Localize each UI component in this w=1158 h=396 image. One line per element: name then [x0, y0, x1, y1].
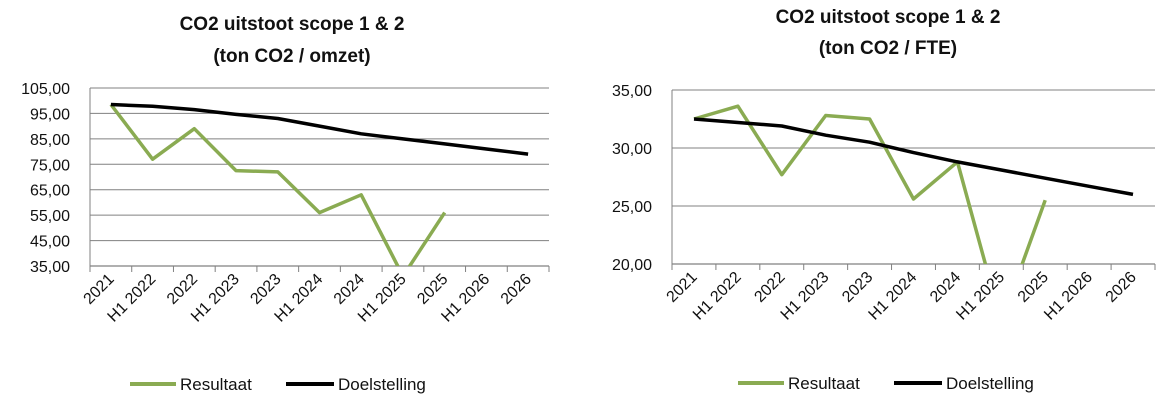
chart-fte-x-tick-label: H1 2024 [866, 269, 921, 324]
chart-omzet-y-tick-label: 105,00 [21, 81, 70, 98]
chart-fte-x-tick-label: H1 2026 [1041, 269, 1096, 324]
chart-fte-x-tick-label: 2021 [664, 269, 701, 306]
chart-omzet-legend-label-resultaat: Resultaat [180, 375, 252, 394]
chart-omzet-gridlines [89, 87, 549, 267]
chart-omzet-y-tick-label: 95,00 [30, 106, 70, 123]
chart-fte-y-tick-label: 35,00 [612, 83, 652, 100]
chart-fte-x-tick-label: 2024 [927, 269, 964, 306]
chart-fte-legend: Resultaat Doelstelling [738, 374, 1034, 393]
chart-omzet-x-tick-label: 2025 [414, 271, 451, 308]
chart-fte-series-line-resultaat [693, 104, 1047, 264]
chart-omzet-legend-label-doelstelling: Doelstelling [338, 375, 426, 394]
chart-fte-y-tick-label: 25,00 [612, 199, 652, 216]
chart-fte-x-tick-label: 2023 [839, 269, 876, 306]
chart-omzet-y-tick-label: 75,00 [30, 157, 70, 174]
chart-fte-gridlines [671, 89, 1155, 265]
chart-fte-x-tick-label: H1 2023 [778, 269, 833, 324]
chart-omzet-series-line-resultaat [109, 103, 447, 266]
chart-omzet-y-tick-label: 65,00 [30, 183, 70, 200]
chart-fte-y-tick-label: 30,00 [612, 141, 652, 158]
chart-omzet-series-line-doelstelling [110, 102, 529, 156]
chart-omzet: CO2 uitstoot scope 1 & 2 (ton CO2 / omze… [21, 14, 550, 394]
chart-omzet-title-line-2: (ton CO2 / omzet) [213, 46, 370, 67]
chart-fte-y-axis: 20,00 25,00 30,00 35,00 [612, 83, 652, 274]
chart-omzet-series [109, 102, 529, 266]
chart-omzet-x-tick-label: 2023 [247, 271, 284, 308]
chart-fte-legend-label-doelstelling: Doelstelling [946, 374, 1034, 393]
chart-omzet-x-tick-label: 2026 [498, 271, 535, 308]
chart-fte: CO2 uitstoot scope 1 & 2 (ton CO2 / FTE)… [612, 7, 1156, 393]
chart-omzet-y-tick-label: 55,00 [30, 208, 70, 225]
chart-omzet-x-tick-label: 2022 [164, 271, 201, 308]
chart-omzet-x-tick-label: 2024 [331, 271, 368, 308]
chart-fte-x-tick-label: 2022 [751, 269, 788, 306]
chart-fte-x-tick-label: 2026 [1103, 269, 1140, 306]
chart-fte-legend-label-resultaat: Resultaat [788, 374, 860, 393]
chart-fte-y-tick-label: 20,00 [612, 257, 652, 274]
chart-fte-title-line-2: (ton CO2 / FTE) [819, 38, 957, 59]
chart-fte-series [693, 104, 1134, 264]
chart-fte-x-tick-label: H1 2025 [953, 269, 1008, 324]
chart-omzet-y-tick-label: 85,00 [30, 132, 70, 149]
chart-fte-x-tick-label: 2025 [1015, 269, 1052, 306]
chart-omzet-y-axis: 35,00 45,00 55,00 65,00 75,00 85,00 95,00 105,0… [21, 81, 70, 276]
chart-omzet-legend: Resultaat Doelstelling [130, 375, 426, 394]
chart-fte-x-tick-label: H1 2022 [690, 269, 745, 324]
chart-omzet-y-tick-label: 45,00 [30, 234, 70, 251]
chart-omzet-title-line-1: CO2 uitstoot scope 1 & 2 [180, 14, 405, 35]
chart-omzet-x-tick-label: 2021 [81, 271, 118, 308]
chart-omzet-y-tick-label: 35,00 [30, 259, 70, 276]
chart-fte-series-line-doelstelling [693, 117, 1134, 197]
chart-fte-title-line-1: CO2 uitstoot scope 1 & 2 [776, 7, 1001, 28]
